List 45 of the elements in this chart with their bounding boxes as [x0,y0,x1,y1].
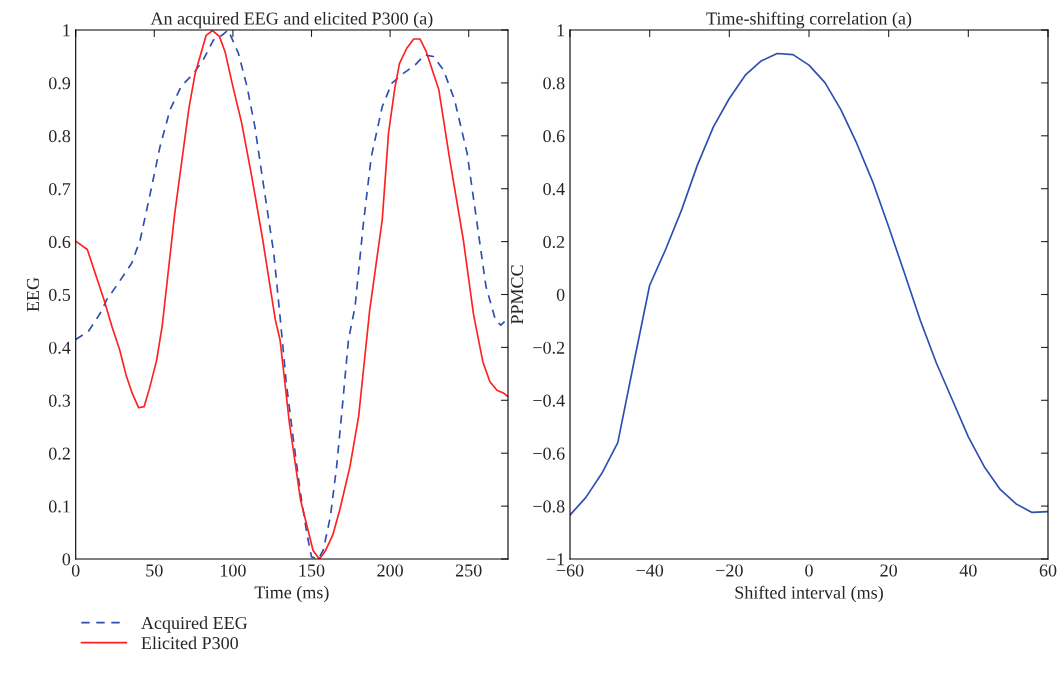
y-axis-title: EEG [26,277,40,312]
y-tick-label: 0.4 [48,341,71,354]
y-tick-label: 0.2 [543,235,565,249]
x-tick-label: 200 [377,564,403,577]
x-axis-title: Shifted interval (ms) [735,585,883,603]
x-tick-label: −20 [716,564,743,577]
y-tick-label: 1 [63,24,70,37]
y-tick-label: −0.4 [533,394,565,407]
x-axis-title: Time (ms) [254,585,329,603]
x-tick-label: 250 [455,564,482,577]
x-tick-label: 50 [146,564,163,577]
legend-label: Acquired EEG [141,616,248,633]
line-series [570,52,1048,516]
y-tick-label: −0.8 [533,500,565,513]
y-tick-label: 0.7 [48,182,71,196]
x-tick-label: 0 [71,564,80,577]
x-tick-label: 60 [1039,564,1057,577]
legend-label: Elicited P300 [141,636,239,650]
y-tick-label: 1 [557,24,565,37]
x-tick-label: 20 [880,564,898,577]
y-tick-label: −1 [546,553,565,566]
y-tick-label: 0.9 [48,77,71,90]
y-tick-label: 0 [556,288,565,301]
x-tick-label: 150 [299,564,325,577]
y-axis-title: PPMCC [511,265,524,325]
line-series [75,30,508,559]
y-tick-label: 0.6 [543,130,565,143]
chart-title: An acquired EEG and elicited P300 (a) [150,11,433,29]
y-tick-label: 0.8 [543,77,565,90]
x-tick-label: 0 [805,564,813,577]
chart-title: Time-shifting correlation (a) [706,11,912,29]
y-tick-label: 0.1 [48,500,70,513]
x-tick-label: −40 [636,564,664,577]
y-tick-label: 0.4 [543,182,565,196]
y-tick-label: 0.2 [48,447,70,460]
y-tick-label: 0.6 [48,235,71,249]
y-tick-label: 0.3 [48,394,71,407]
x-tick-label: −60 [556,564,584,577]
y-tick-label: 0.5 [48,288,71,302]
y-tick-label: 0 [62,553,71,566]
y-tick-label: −0.2 [533,341,565,354]
x-tick-label: 40 [959,564,977,577]
y-tick-label: 0.8 [48,130,71,143]
y-tick-label: −0.6 [533,447,565,460]
x-tick-label: 100 [220,564,246,577]
